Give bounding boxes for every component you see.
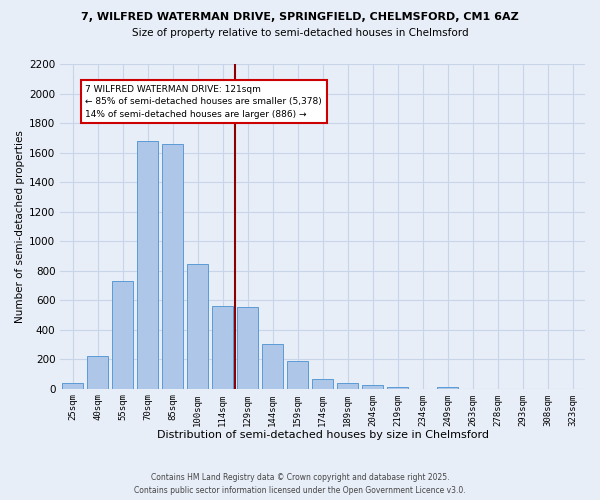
Y-axis label: Number of semi-detached properties: Number of semi-detached properties — [15, 130, 25, 323]
Bar — [312, 379, 333, 388]
Bar — [112, 281, 133, 388]
Bar — [87, 356, 109, 388]
Bar — [262, 344, 283, 389]
Text: 7 WILFRED WATERMAN DRIVE: 121sqm
← 85% of semi-detached houses are smaller (5,37: 7 WILFRED WATERMAN DRIVE: 121sqm ← 85% o… — [85, 84, 322, 118]
Bar — [362, 385, 383, 388]
Text: Size of property relative to semi-detached houses in Chelmsford: Size of property relative to semi-detach… — [131, 28, 469, 38]
Bar — [187, 264, 208, 388]
Bar — [162, 144, 184, 388]
Bar — [337, 383, 358, 388]
Bar — [387, 386, 408, 388]
Bar — [212, 306, 233, 388]
Bar — [62, 383, 83, 388]
Bar — [137, 141, 158, 388]
Bar — [287, 362, 308, 388]
Text: 7, WILFRED WATERMAN DRIVE, SPRINGFIELD, CHELMSFORD, CM1 6AZ: 7, WILFRED WATERMAN DRIVE, SPRINGFIELD, … — [81, 12, 519, 22]
X-axis label: Distribution of semi-detached houses by size in Chelmsford: Distribution of semi-detached houses by … — [157, 430, 488, 440]
Bar — [237, 307, 258, 388]
Text: Contains HM Land Registry data © Crown copyright and database right 2025.
Contai: Contains HM Land Registry data © Crown c… — [134, 474, 466, 495]
Bar — [437, 387, 458, 388]
